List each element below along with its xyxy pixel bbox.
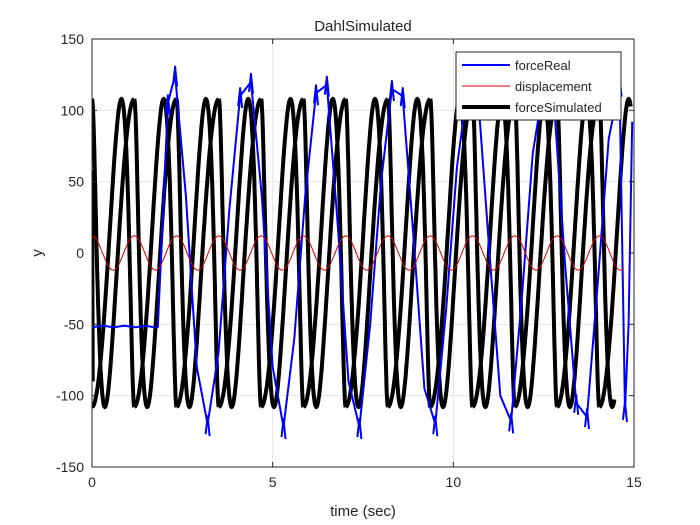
legend-label-forceSimulated: forceSimulated [515, 100, 602, 115]
legend-label-forceReal: forceReal [515, 58, 571, 73]
x-tick-label: 10 [446, 474, 462, 490]
ticks: 0 5 10 15 150 100 50 0 -50 -100 -150 [56, 31, 642, 490]
x-tick-label: 15 [626, 474, 642, 490]
y-tick-label: -150 [56, 459, 84, 475]
x-tick-label: 0 [88, 474, 96, 490]
y-tick-label: 100 [61, 102, 85, 118]
series-layer [92, 65, 634, 440]
y-tick-label: -50 [64, 316, 84, 332]
x-tick-label: 5 [269, 474, 277, 490]
legend-label-displacement: displacement [515, 79, 592, 94]
y-tick-label: 0 [76, 245, 84, 261]
x-axis-title: time (sec) [330, 503, 396, 520]
y-tick-label: 150 [61, 31, 85, 47]
chart-title: DahlSimulated [314, 18, 412, 35]
legend: forceReal displacement forceSimulated [455, 51, 622, 121]
series-displacement-line [92, 235, 624, 271]
y-tick-label: 50 [68, 174, 84, 190]
y-tick-label: -100 [56, 388, 84, 404]
y-axis-title: y [29, 249, 46, 257]
